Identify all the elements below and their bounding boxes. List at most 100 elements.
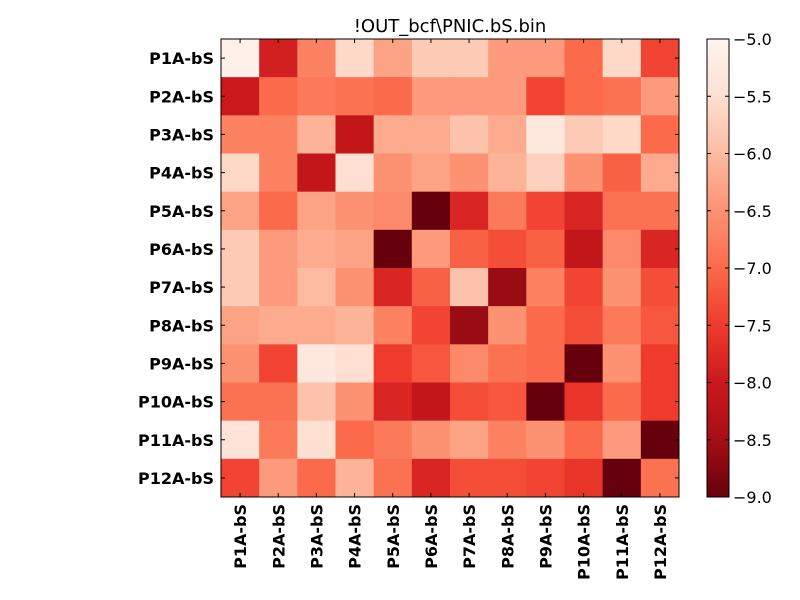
plot-frame	[220, 38, 680, 498]
heatmap-cell	[335, 344, 375, 383]
y-tick-label: P11A-bS	[138, 431, 214, 450]
heatmap-cell	[411, 77, 451, 116]
heatmap-cell	[411, 39, 451, 78]
heatmap-cell	[640, 382, 680, 422]
heatmap-cell	[297, 344, 336, 383]
heatmap-cell	[564, 153, 604, 193]
heatmap-cell	[564, 268, 604, 307]
x-axis: P1A-bS P2A-bS P3A-bS P4A-bS P5A-bS P6A-bS P7A-…	[231, 39, 670, 580]
heatmap-cell	[297, 458, 336, 498]
y-tick-label: P4A-bS	[149, 164, 214, 183]
x-tick-label: P5A-bS	[384, 504, 403, 569]
heatmap-cell	[488, 77, 527, 116]
heatmap-cell	[335, 306, 375, 345]
colorbar-tick-label: −5.0	[733, 30, 772, 49]
colorbar-tick-label: −5.5	[733, 87, 772, 106]
y-axis: P1A-bS P2A-bS P3A-bS P4A-bS P5A-bS P6A-bS P7A-…	[138, 49, 679, 488]
heatmap-cell	[526, 306, 565, 345]
x-tick-label: P9A-bS	[536, 504, 555, 569]
heatmap-cell	[450, 420, 489, 460]
heatmap-cell	[640, 306, 680, 345]
x-tick-label: P4A-bS	[346, 504, 365, 569]
heatmap-cell	[488, 229, 527, 269]
heatmap-cell	[221, 420, 260, 460]
heatmap-cell	[564, 115, 604, 154]
heatmap-cell	[297, 39, 336, 78]
heatmap-cell	[640, 153, 680, 193]
heatmap-cell	[335, 191, 375, 231]
heatmap-cell	[564, 306, 604, 345]
heatmap-cell	[411, 420, 451, 460]
colorbar-tick-label: −7.5	[733, 316, 772, 335]
heatmap-cell	[488, 306, 527, 345]
heatmap-cell	[526, 458, 565, 498]
heatmap-cell	[526, 382, 565, 422]
heatmap-cell	[488, 268, 527, 307]
colorbar-tick-label: −7.0	[733, 259, 772, 278]
heatmap-cell	[411, 229, 451, 269]
heatmap-cell	[411, 191, 451, 231]
heatmap-cell	[488, 153, 527, 193]
heatmap-cell	[526, 229, 565, 269]
heatmap-cell	[373, 39, 413, 78]
colorbar-tick-label: −6.5	[733, 202, 772, 221]
heatmap-cell	[488, 382, 527, 422]
heatmap-cell	[411, 344, 451, 383]
heatmap-cell	[640, 420, 680, 460]
heatmap-cell	[411, 458, 451, 498]
heatmap-cell	[526, 191, 565, 231]
heatmap-cell	[564, 382, 604, 422]
heatmap-cell	[259, 420, 298, 460]
heatmap-cell	[297, 382, 336, 422]
heatmap-cell	[373, 420, 413, 460]
heatmap-cell	[259, 191, 298, 231]
heatmap-cell	[221, 306, 260, 345]
heatmap-cell	[373, 229, 413, 269]
heatmap-cell	[450, 458, 489, 498]
heatmap-cell	[297, 153, 336, 193]
heatmap-cell	[297, 306, 336, 345]
y-tick-label: P8A-bS	[149, 316, 214, 335]
x-tick-label: P8A-bS	[498, 504, 517, 569]
heatmap-cell	[602, 420, 642, 460]
heatmap-cell	[373, 382, 413, 422]
x-tick-label: P7A-bS	[460, 504, 479, 569]
heatmap-cell	[564, 229, 604, 269]
heatmap-cell	[602, 306, 642, 345]
heatmap-cell	[297, 268, 336, 307]
heatmap-cell	[411, 268, 451, 307]
y-tick-label: P3A-bS	[149, 125, 214, 144]
x-tick-label: P11A-bS	[613, 504, 632, 580]
heatmap-cell	[602, 191, 642, 231]
heatmap-cell	[640, 191, 680, 231]
heatmap-cell	[259, 115, 298, 154]
heatmap-cell	[450, 115, 489, 154]
heatmap-cell	[450, 268, 489, 307]
x-tick-label: P2A-bS	[269, 504, 288, 569]
heatmap-cell	[221, 344, 260, 383]
heatmap-cell	[640, 77, 680, 116]
x-tick-label: P10A-bS	[575, 504, 594, 580]
heatmap-cell	[221, 191, 260, 231]
heatmap-cell	[373, 191, 413, 231]
heatmap-cell	[450, 191, 489, 231]
y-tick-label: P10A-bS	[138, 393, 214, 412]
x-tick-label: P6A-bS	[422, 504, 441, 569]
y-tick-label: P9A-bS	[149, 354, 214, 373]
heatmap-cell	[640, 39, 680, 78]
heatmap-cell	[602, 344, 642, 383]
heatmap-cell	[259, 382, 298, 422]
heatmap-cell	[640, 268, 680, 307]
colorbar-ticks: −5.0 −5.5 −6.0 −6.5 −7.0 −7.5 −8.0 −8.5 −9.0	[707, 30, 772, 507]
heatmap-cell	[373, 458, 413, 498]
heatmap-cell	[335, 77, 375, 116]
heatmap-cell	[526, 115, 565, 154]
y-tick-label: P5A-bS	[149, 202, 214, 221]
heatmap-cell	[221, 115, 260, 154]
heatmap-cell	[335, 420, 375, 460]
heatmap-cell	[526, 268, 565, 307]
heatmap-cell	[564, 191, 604, 231]
heatmap-cell	[450, 39, 489, 78]
heatmap-cell	[335, 229, 375, 269]
